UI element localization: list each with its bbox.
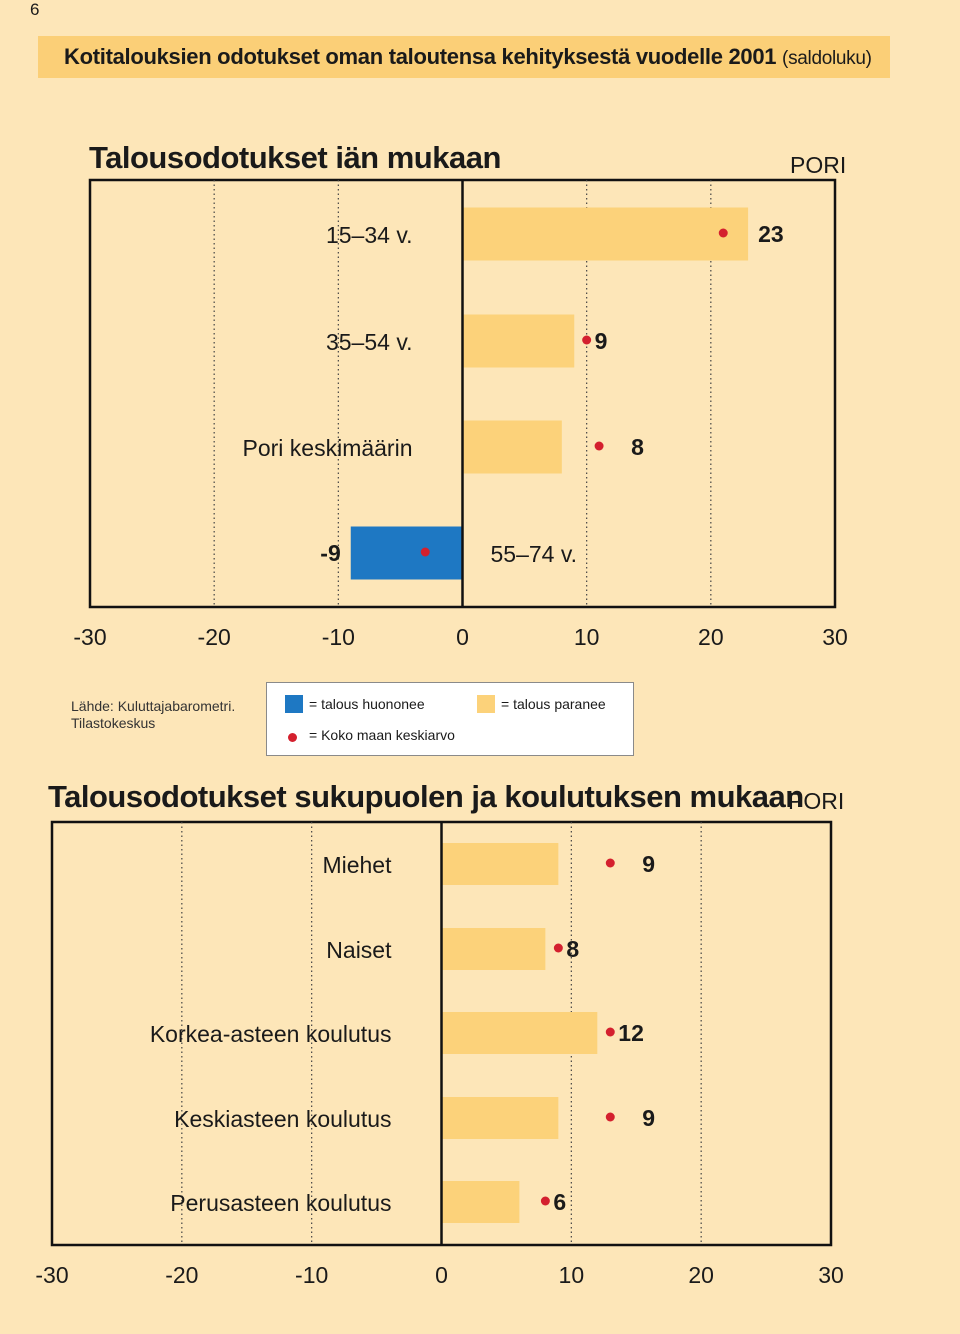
chart1-tick-label: 20 bbox=[698, 624, 724, 650]
chart2-bar bbox=[441, 1097, 559, 1139]
chart2-value-label: 6 bbox=[553, 1189, 566, 1215]
chart1-title: Talousodotukset iän mukaan bbox=[89, 140, 501, 175]
chart2-average-marker bbox=[553, 943, 563, 953]
legend-improve-swatch bbox=[477, 695, 495, 713]
chart1-tick-label: -10 bbox=[322, 624, 355, 650]
chart1-region: PORI bbox=[790, 152, 847, 178]
chart2-title: Talousodotukset sukupuolen ja koulutukse… bbox=[48, 779, 804, 814]
chart1-category-label: Pori keskimäärin bbox=[243, 435, 413, 461]
chart2-tick-label: 30 bbox=[818, 1262, 844, 1288]
chart2-average-marker bbox=[605, 858, 615, 868]
chart2-value-label: 12 bbox=[618, 1020, 644, 1046]
legend-average-label: = Koko maan keskiarvo bbox=[309, 727, 455, 743]
chart1-bar bbox=[350, 526, 463, 580]
chart2-bar bbox=[441, 928, 546, 970]
source-note: Lähde: Kuluttajabarometri. Tilastokeskus bbox=[71, 698, 235, 732]
chart2-tick-label: 20 bbox=[688, 1262, 714, 1288]
legend-average-dot bbox=[288, 733, 297, 742]
chart2-region: PORI bbox=[788, 788, 845, 814]
chart2-average-marker bbox=[605, 1027, 615, 1037]
chart1-value-label: 23 bbox=[758, 221, 784, 247]
chart1-bar bbox=[462, 207, 749, 261]
chart2-tick-label: 10 bbox=[559, 1262, 585, 1288]
chart2-category-label: Keskiasteen koulutus bbox=[174, 1106, 391, 1132]
chart2-category-label: Naiset bbox=[326, 937, 392, 963]
chart2-category-label: Miehet bbox=[322, 852, 392, 878]
chart2-value-label: 8 bbox=[566, 936, 579, 962]
chart2-tick-label: -10 bbox=[295, 1262, 328, 1288]
header-title: Kotitalouksien odotukset oman taloutensa… bbox=[64, 44, 872, 70]
chart1-tick-label: 0 bbox=[456, 624, 469, 650]
chart1-value-label: -9 bbox=[320, 540, 340, 566]
chart2-category-label: Perusasteen koulutus bbox=[170, 1190, 391, 1216]
legend-worsen-label: = talous huononee bbox=[309, 696, 425, 712]
source-line-1: Lähde: Kuluttajabarometri. bbox=[71, 698, 236, 714]
chart1-average-marker bbox=[718, 228, 728, 238]
chart2-bar bbox=[441, 843, 559, 885]
chart2-tick-label: -30 bbox=[35, 1262, 68, 1288]
chart1-tick-label: 10 bbox=[574, 624, 600, 650]
chart1-average-marker bbox=[594, 441, 604, 451]
chart2-average-marker bbox=[540, 1196, 550, 1206]
chart1-tick-label: 30 bbox=[822, 624, 848, 650]
chart1-category-label: 15–34 v. bbox=[326, 222, 413, 248]
chart2-tick-label: -20 bbox=[165, 1262, 198, 1288]
legend-improve-label: = talous paranee bbox=[501, 696, 606, 712]
chart2-bar bbox=[441, 1181, 520, 1223]
chart1-value-label: 9 bbox=[595, 328, 608, 354]
chart2-value-label: 9 bbox=[642, 1105, 655, 1131]
legend-worsen-swatch bbox=[285, 695, 303, 713]
chart1-bar bbox=[462, 420, 562, 474]
chart1-average-marker bbox=[582, 335, 592, 345]
chart1-value-label: 8 bbox=[631, 434, 644, 460]
chart2-bar bbox=[441, 1012, 598, 1054]
page-number: 6 bbox=[30, 0, 40, 19]
chart2-average-marker bbox=[605, 1112, 615, 1122]
chart1-bar bbox=[462, 314, 575, 368]
chart1-category-label: 35–54 v. bbox=[326, 329, 413, 355]
header-band bbox=[38, 36, 890, 78]
chart1-category-label: 55–74 v. bbox=[491, 541, 578, 567]
source-line-2: Tilastokeskus bbox=[71, 715, 156, 731]
chart2-tick-label: 0 bbox=[435, 1262, 448, 1288]
legend: = talous huononee = talous paranee = Kok… bbox=[266, 682, 634, 756]
chart2-value-label: 9 bbox=[642, 851, 655, 877]
header-title-text: Kotitalouksien odotukset oman taloutensa… bbox=[64, 44, 777, 69]
chart1-tick-label: -30 bbox=[73, 624, 106, 650]
header-note: (saldoluku) bbox=[782, 48, 872, 69]
chart1-tick-label: -20 bbox=[198, 624, 231, 650]
chart2-category-label: Korkea-asteen koulutus bbox=[150, 1021, 392, 1047]
chart1-average-marker bbox=[420, 547, 430, 557]
